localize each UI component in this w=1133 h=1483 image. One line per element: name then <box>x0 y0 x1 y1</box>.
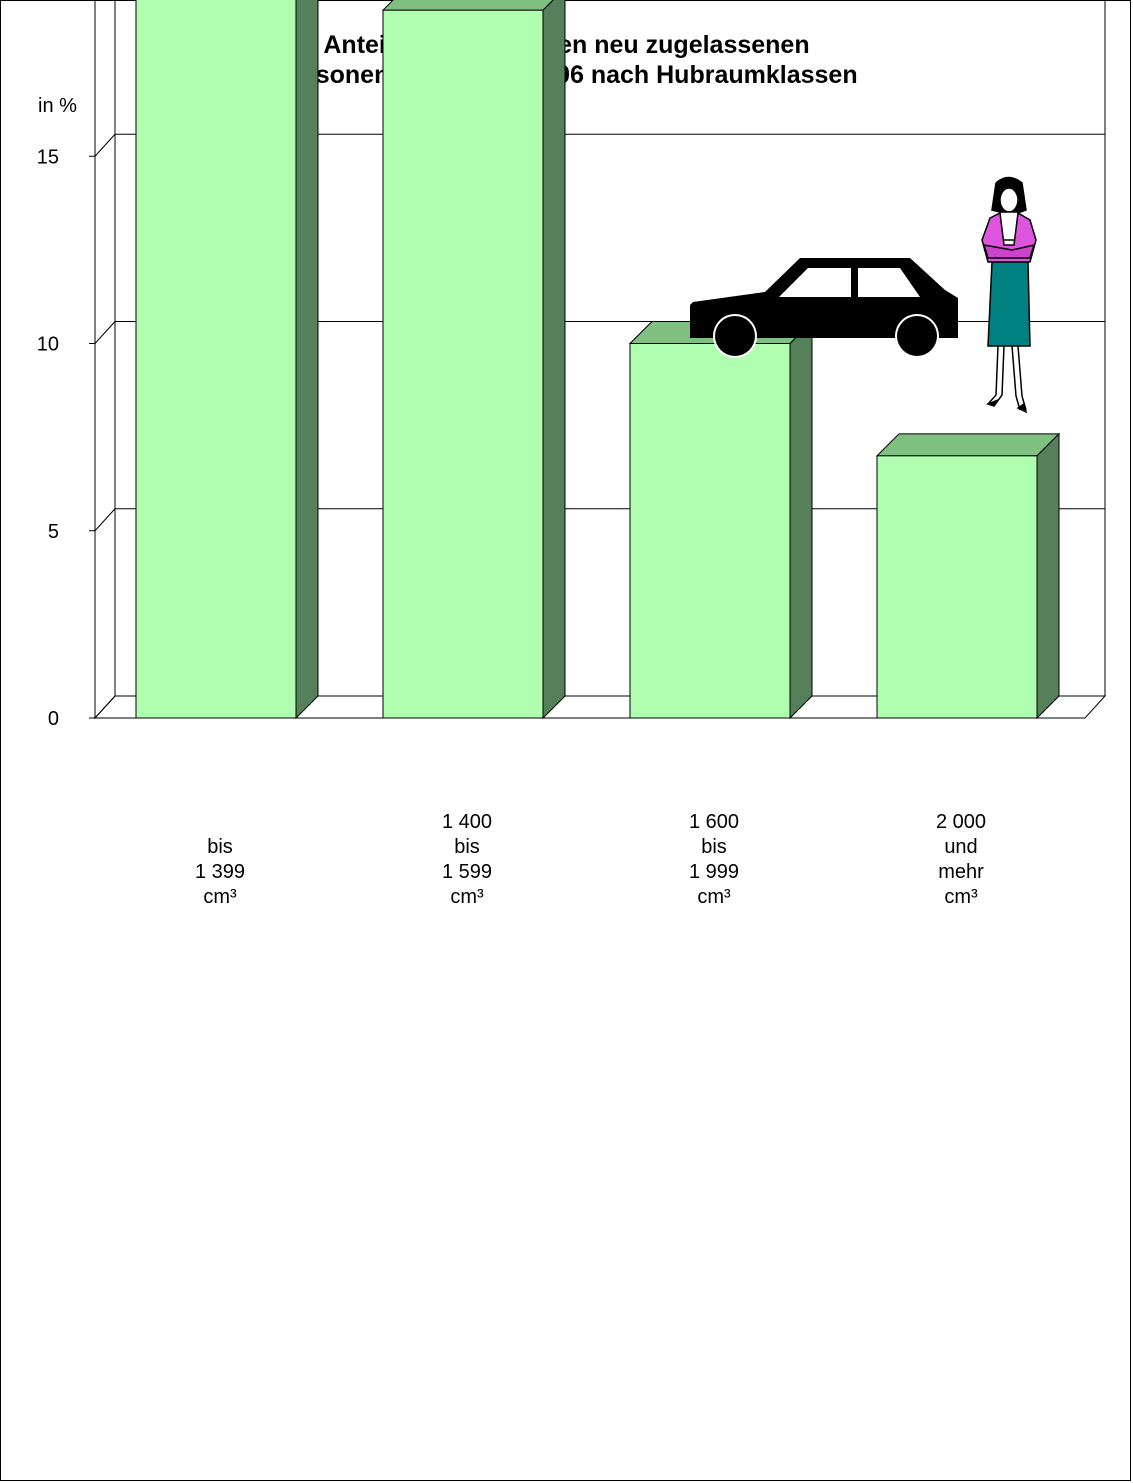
category-label: 1 599 <box>442 861 492 883</box>
y-tick-label: 15 <box>37 146 59 168</box>
y-axis-unit-label: in % <box>38 95 77 117</box>
category-label: cm³ <box>697 886 731 908</box>
category-label: bis <box>454 836 480 858</box>
bar-side <box>542 0 566 720</box>
category-labels: bis 1 399 cm³ 1 400 bis 1 599 cm³ 1 600 bis 1 999… <box>195 811 986 908</box>
bar <box>382 9 544 719</box>
category-label: 1 399 <box>195 861 245 883</box>
bar-top <box>875 433 1061 457</box>
category-label: bis <box>207 836 233 858</box>
gridline-side <box>94 133 116 157</box>
y-tick-label: 0 <box>48 708 59 730</box>
category-label: 1 400 <box>442 811 492 833</box>
car-icon <box>690 258 958 358</box>
y-tick-label: 5 <box>48 521 59 543</box>
category-label: 2 000 <box>936 811 986 833</box>
category-label: cm³ <box>450 886 484 908</box>
y-axis: 051015202530 <box>37 146 95 730</box>
gridline-side <box>94 321 116 344</box>
category-label: 1 999 <box>689 861 739 883</box>
gridline-side <box>94 508 116 532</box>
left-wall <box>94 0 116 720</box>
category-label: mehr <box>938 861 984 883</box>
bars <box>135 0 1061 720</box>
bar-side <box>1036 432 1060 720</box>
chart-title-line-2: Personenkraftwagen 2006 nach Hubraumklas… <box>275 61 858 89</box>
category-label: cm³ <box>203 886 237 908</box>
category-label: und <box>944 836 977 858</box>
bar-top <box>381 0 554 11</box>
bar <box>629 343 791 719</box>
bar-side <box>789 320 813 720</box>
y-tick-label: 10 <box>37 334 59 356</box>
bar-side <box>295 0 319 720</box>
category-label: 1 600 <box>689 811 739 833</box>
bar <box>135 0 297 719</box>
category-label: cm³ <box>944 886 978 908</box>
category-label: bis <box>701 836 727 858</box>
woman-icon <box>981 176 1037 414</box>
bar <box>876 455 1038 719</box>
